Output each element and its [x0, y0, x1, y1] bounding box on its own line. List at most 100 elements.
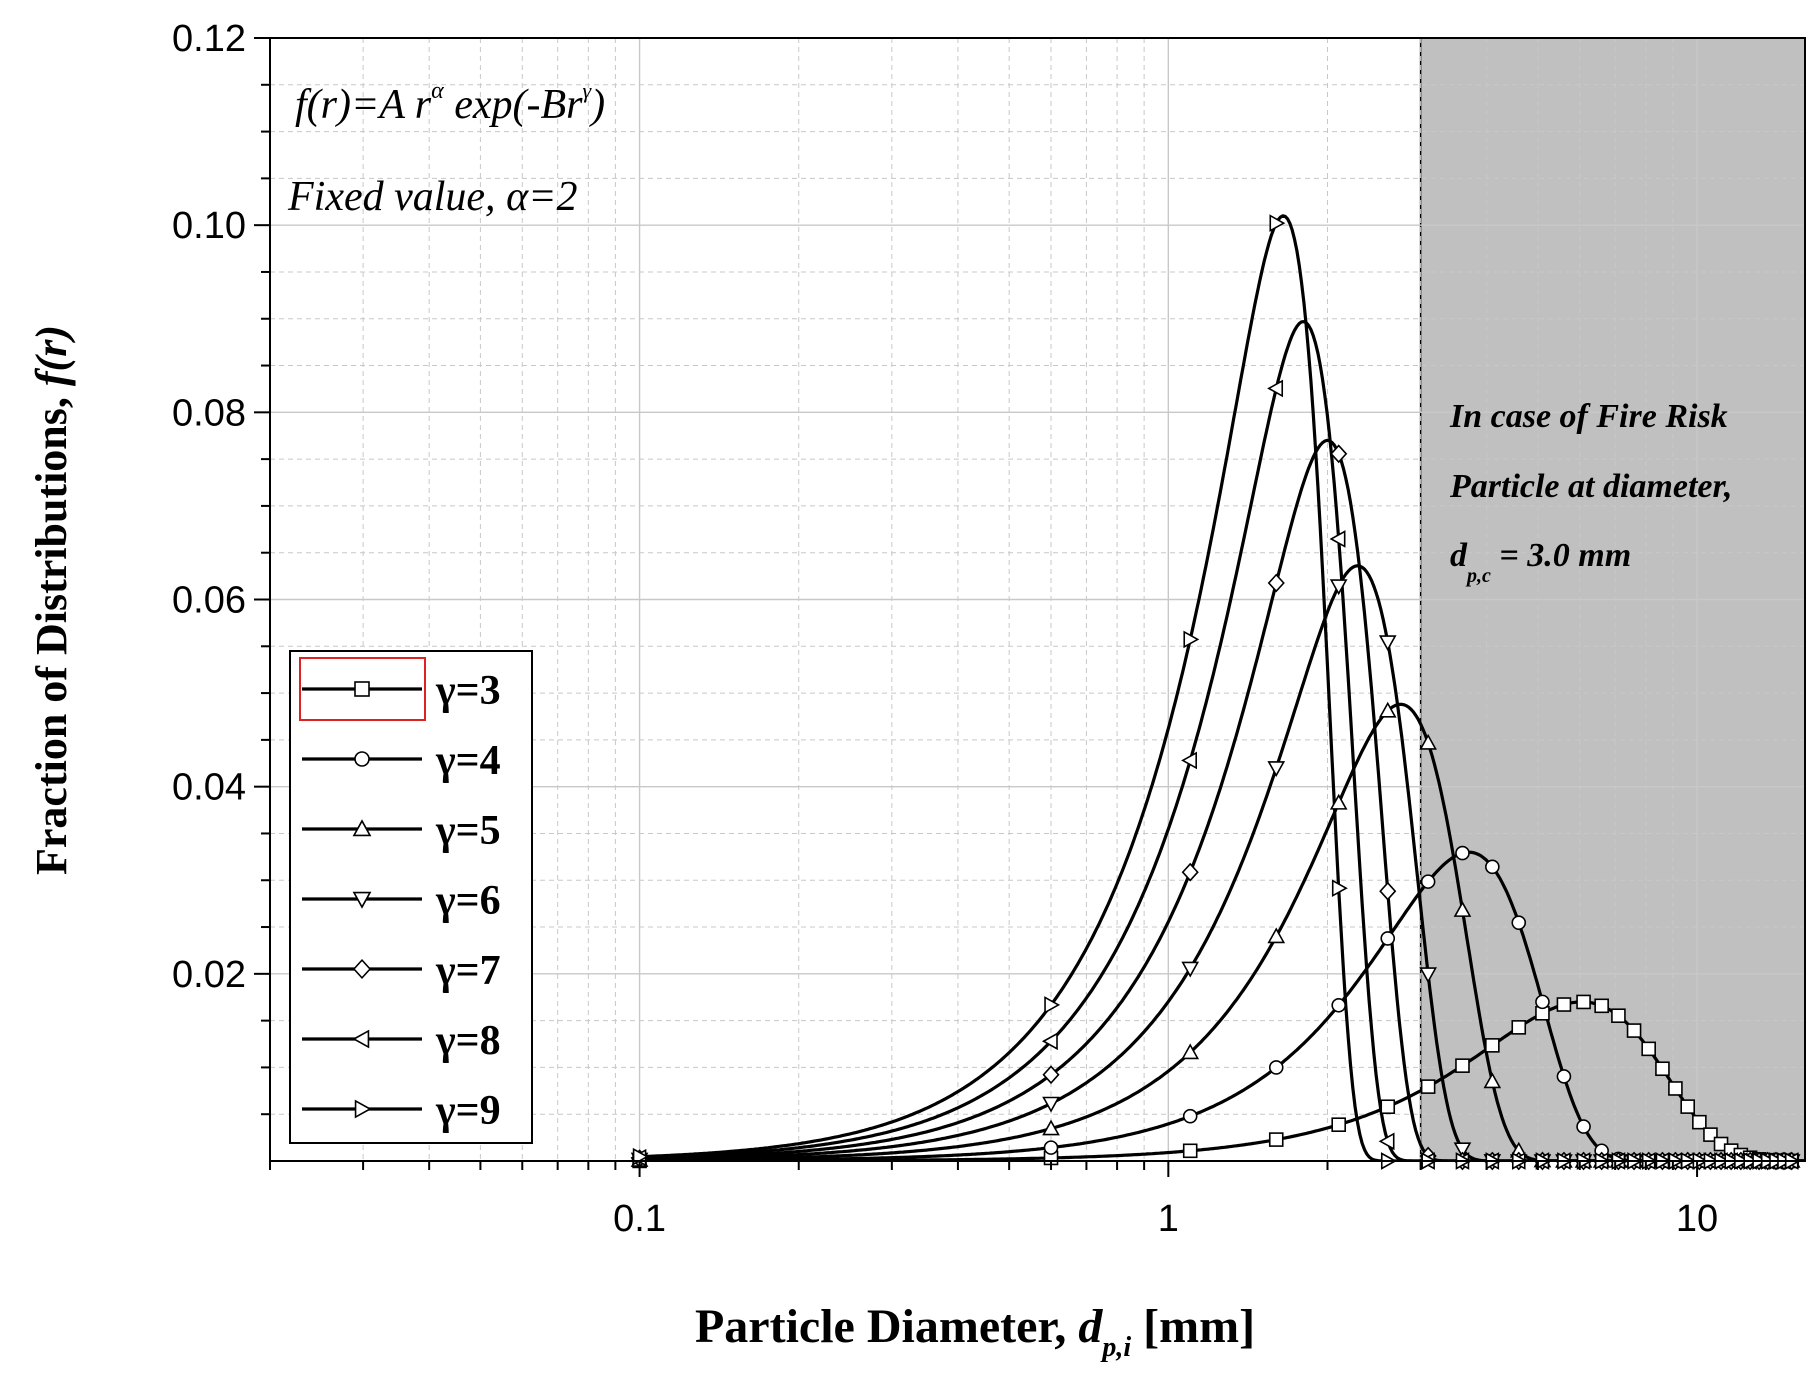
data-point-triangle-up: [1267, 927, 1286, 944]
data-point-circle: [1043, 1140, 1059, 1155]
data-point-triangle-right: [354, 1099, 372, 1119]
data-point-circle: [1576, 1119, 1591, 1134]
data-point-triangle-up: [352, 819, 372, 837]
data-point-triangle-left: [352, 1029, 370, 1049]
data-point-circle: [1556, 1069, 1572, 1084]
data-point-circle: [1535, 994, 1550, 1010]
x-axis-label: Particle Diameter, dp,i [mm]: [695, 1300, 1255, 1363]
y-axis-label-main: Fraction of Distributions,: [27, 386, 76, 875]
series-line-gamma-6: [639, 564, 1805, 1161]
series-line-gamma-9: [639, 214, 1805, 1161]
data-point-square: [1556, 997, 1572, 1012]
data-point-triangle-right: [1331, 879, 1348, 898]
formula-text-1: f(r)=A r: [295, 82, 432, 128]
y-tick-label: 0.04: [172, 767, 246, 809]
series-line-gamma-5: [639, 702, 1805, 1161]
data-point-square: [1668, 1081, 1683, 1096]
y-tick-label: 0.10: [172, 205, 246, 247]
legend-label-gamma-8: γ=8: [435, 1018, 501, 1064]
legend-label-gamma-4: γ=4: [435, 738, 501, 784]
data-point-diamond: [1330, 444, 1348, 464]
axis-ticks: 0.1 1 10 0.02 0.04 0.06 0.08 0.10 0.12: [172, 18, 1718, 1240]
y-tick-label: 0.02: [172, 954, 246, 996]
data-point-square: [1380, 1099, 1396, 1115]
x-tick-label: 0.1: [613, 1198, 666, 1240]
data-point-triangle-left: [1378, 1132, 1395, 1151]
data-point-square: [354, 681, 370, 697]
data-point-triangle-right: [1183, 630, 1200, 649]
legend-highlight: [299, 657, 426, 721]
series-lines: [639, 214, 1805, 1161]
risk-dpc-symbol: d: [1450, 537, 1468, 574]
data-point-triangle-up: [1483, 1072, 1502, 1089]
fixed-value-text: Fixed value,: [287, 174, 506, 220]
data-point-triangle-down: [1267, 761, 1286, 778]
formula-sup-alpha: α: [431, 78, 444, 104]
data-point-diamond: [352, 958, 372, 980]
data-point-circle: [354, 751, 370, 767]
data-point-triangle-up: [1181, 1043, 1200, 1060]
formula-annotation: f(r)=A rα exp(-Brγ): [295, 78, 605, 128]
data-point-triangle-left: [1181, 751, 1197, 770]
x-axis-label-subscript: p,i: [1100, 1332, 1131, 1363]
series-line-gamma-8: [639, 319, 1805, 1161]
formula-sup-gamma: γ: [582, 78, 592, 103]
data-point-triangle-down: [1378, 635, 1397, 652]
data-point-square: [1611, 1008, 1626, 1024]
data-point-circle: [1511, 915, 1527, 930]
data-point-triangle-left: [1041, 1032, 1058, 1051]
risk-annotation-line1: In case of Fire Risk: [1449, 398, 1728, 435]
x-tick-label: 1: [1158, 1198, 1179, 1240]
data-point-circle: [1380, 931, 1396, 946]
data-point-triangle-down: [1329, 579, 1348, 596]
data-point-triangle-up: [1378, 701, 1397, 718]
data-point-square: [1655, 1061, 1670, 1077]
data-point-square: [1703, 1127, 1718, 1142]
formula-text-3: ): [589, 82, 605, 128]
data-point-triangle-left: [1267, 379, 1284, 398]
y-axis-label-fn: f(r): [27, 325, 76, 386]
data-point-square: [1680, 1099, 1695, 1114]
y-tick-label: 0.08: [172, 392, 246, 434]
data-point-square: [1420, 1079, 1436, 1094]
fixed-value-annotation: Fixed value, α=2: [287, 174, 577, 220]
risk-dpc-subscript: p,c: [1465, 565, 1491, 587]
data-point-square: [1594, 998, 1609, 1014]
data-point-circle: [1420, 874, 1436, 889]
legend: γ=3 γ=4 γ=5 γ=6 γ=7 γ=8 γ=9: [289, 650, 533, 1144]
risk-annotation-line3: dp,c = 3.0 mm: [1450, 537, 1631, 587]
legend-label-gamma-3: γ=3: [435, 668, 501, 714]
formula-text-2: exp(-Br: [444, 82, 583, 128]
x-axis-label-main: Particle Diameter,: [695, 1300, 1078, 1353]
legend-label-gamma-7: γ=7: [435, 948, 501, 994]
series-line-gamma-4: [639, 850, 1805, 1161]
data-point-square: [1626, 1023, 1642, 1038]
data-point-triangle-down: [1181, 961, 1200, 978]
x-axis-label-symbol: d: [1078, 1300, 1103, 1353]
data-point-triangle-up: [1453, 901, 1472, 917]
series-line-gamma-7: [639, 438, 1805, 1161]
data-point-square: [1511, 1020, 1527, 1035]
data-point-triangle-right: [1044, 996, 1061, 1014]
data-point-diamond: [1267, 573, 1285, 593]
data-point-square: [1331, 1117, 1346, 1132]
data-point-triangle-up: [1042, 1119, 1060, 1136]
data-point-circle: [1268, 1060, 1284, 1075]
x-axis-label-unit: [mm]: [1131, 1300, 1255, 1353]
data-point-triangle-down: [1042, 1096, 1060, 1113]
data-point-circle: [1455, 845, 1470, 861]
legend-label-gamma-9: γ=9: [435, 1088, 501, 1134]
data-point-square: [1268, 1132, 1284, 1147]
data-point-diamond: [1379, 881, 1397, 901]
data-point-square: [1485, 1038, 1500, 1053]
data-point-diamond: [1181, 862, 1199, 882]
data-point-circle: [1485, 859, 1500, 875]
legend-box: [289, 650, 533, 1144]
data-point-circle: [1331, 997, 1346, 1013]
y-axis-label: Fraction of Distributions, f(r): [27, 325, 76, 875]
data-point-square: [1576, 994, 1591, 1010]
data-point-circle: [1182, 1108, 1198, 1124]
data-point-triangle-down: [1419, 967, 1437, 984]
x-tick-label: 10: [1676, 1198, 1718, 1240]
